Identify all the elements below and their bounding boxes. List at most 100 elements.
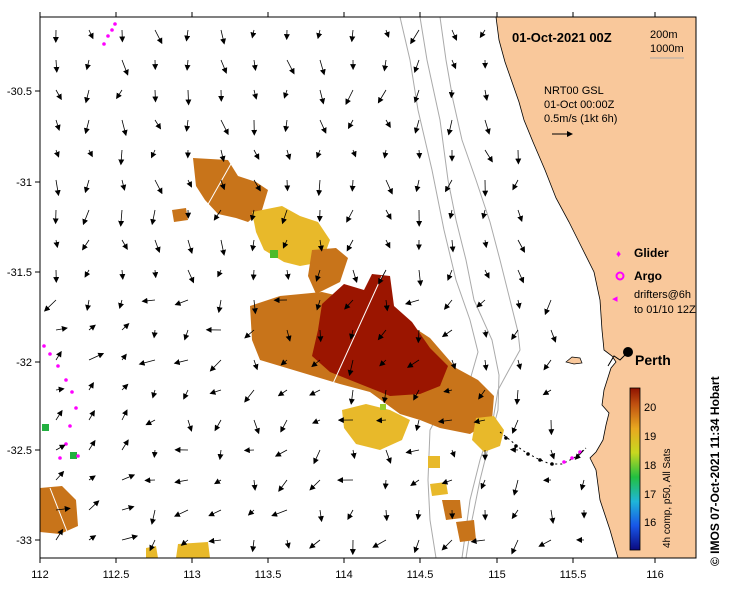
current-vector	[478, 389, 486, 400]
current-vector	[316, 29, 323, 40]
current-vector	[484, 119, 491, 135]
contour-label-1000m: 1000m	[650, 43, 684, 55]
current-vector	[383, 509, 390, 522]
current-vector	[209, 389, 222, 395]
current-info-line2: 01-Oct 00:00Z	[544, 99, 615, 111]
lat-axis: -30.5 -31 -31.5 -32 -32.5 -33	[7, 86, 40, 547]
current-vector	[271, 509, 288, 517]
current-vector	[316, 149, 322, 159]
current-vector	[346, 209, 354, 223]
current-vector	[404, 299, 420, 306]
current-vector	[348, 119, 354, 130]
legend-drifters-2: to 01/10 12Z	[634, 304, 696, 316]
current-vector	[121, 383, 129, 391]
current-vector	[413, 89, 420, 104]
current-vector	[473, 418, 486, 425]
track-lines	[49, 161, 383, 535]
current-vector	[282, 239, 289, 249]
current-vector	[187, 419, 193, 432]
current-vector	[382, 149, 389, 159]
current-vector	[450, 359, 457, 370]
current-vector	[55, 444, 66, 451]
current-vector	[448, 89, 455, 99]
current-vector	[574, 449, 585, 460]
current-vector	[150, 509, 156, 525]
current-vector	[118, 209, 125, 227]
current-vector	[251, 299, 258, 315]
current-vector	[511, 419, 519, 434]
current-vector	[154, 29, 163, 45]
current-vector	[85, 299, 92, 311]
current-vector	[184, 59, 191, 71]
colorbar-tick: 17	[644, 489, 656, 501]
current-vector	[145, 419, 156, 426]
current-vector	[53, 59, 60, 73]
current-vector	[377, 89, 387, 104]
current-vector	[252, 89, 258, 100]
current-vector	[445, 179, 453, 193]
current-vector	[252, 359, 259, 371]
current-vector	[88, 352, 105, 361]
lon-tick-label: 115	[488, 569, 506, 581]
land-mass	[495, 17, 696, 558]
lon-tick-label: 113.5	[255, 569, 282, 581]
current-vector	[55, 89, 62, 101]
current-vector	[183, 329, 190, 341]
lat-tick-label: -31.5	[7, 267, 32, 279]
current-vector	[121, 534, 139, 541]
current-vector	[482, 329, 489, 338]
current-vector	[55, 326, 68, 332]
current-vector	[83, 119, 90, 135]
current-vector	[284, 269, 291, 280]
current-vector	[441, 329, 453, 338]
current-vector	[121, 59, 129, 76]
current-vector	[385, 449, 392, 464]
current-vector	[152, 89, 159, 103]
current-vector	[220, 29, 226, 45]
current-vector	[344, 299, 354, 310]
current-vector	[415, 509, 422, 521]
current-vector	[311, 418, 321, 424]
contour-1000m	[439, 17, 521, 558]
current-vector	[187, 269, 195, 284]
current-vector	[481, 209, 488, 220]
current-vector	[209, 359, 222, 372]
current-vector	[84, 269, 91, 278]
current-vector	[283, 89, 289, 99]
current-vector	[352, 269, 359, 284]
current-vector	[208, 537, 222, 544]
current-vector	[121, 239, 128, 250]
current-vector	[250, 29, 257, 39]
current-vector	[183, 389, 189, 400]
current-vector	[154, 179, 163, 195]
current-vector	[381, 389, 388, 404]
legend-argo: Argo	[634, 269, 662, 283]
lon-tick-label: 114	[335, 569, 353, 581]
current-vector	[443, 387, 453, 394]
current-vector	[55, 350, 62, 361]
current-vector	[250, 539, 257, 553]
current-vector	[220, 59, 228, 74]
current-vector	[151, 389, 158, 399]
current-vector	[345, 89, 354, 105]
current-vector	[309, 479, 321, 491]
current-vector	[309, 389, 321, 396]
current-info-line3: 0.5m/s (1kt 6h)	[544, 113, 617, 125]
current-vector	[55, 386, 65, 393]
current-vector	[450, 59, 457, 70]
plot-frame	[39, 16, 697, 559]
current-vector	[417, 269, 424, 287]
lon-tick-label: 112.5	[103, 569, 130, 581]
current-vector	[138, 359, 156, 366]
current-vector	[448, 209, 455, 220]
legend-glider: Glider	[634, 246, 669, 260]
current-vector	[220, 239, 227, 256]
current-vector	[413, 119, 420, 134]
current-vector	[118, 149, 125, 166]
colorbar-ticks: 20 19 18 17 16	[644, 402, 656, 529]
current-vector	[511, 329, 519, 341]
current-vector	[549, 509, 556, 524]
current-vector	[484, 269, 490, 279]
current-vector	[441, 478, 453, 485]
current-vector	[253, 179, 261, 192]
